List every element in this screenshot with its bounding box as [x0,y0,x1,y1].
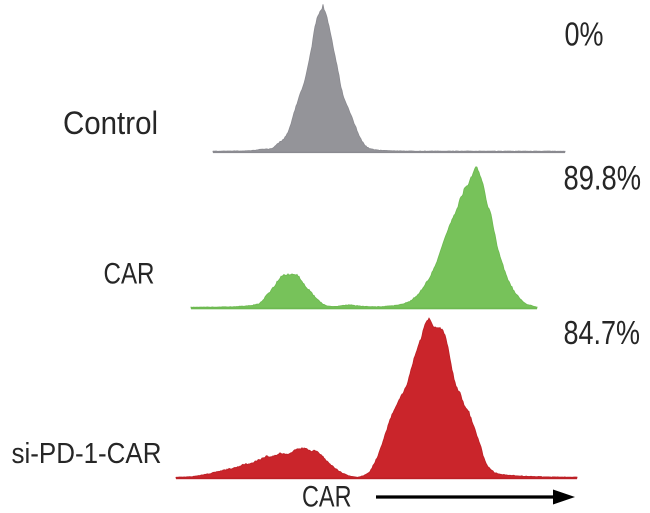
svg-text:CAR: CAR [302,480,352,513]
svg-text:Control: Control [63,105,158,141]
svg-text:89.8%: 89.8% [564,160,642,198]
svg-text:si-PD-1-CAR: si-PD-1-CAR [12,438,162,470]
svg-text:CAR: CAR [104,258,155,291]
svg-text:84.7%: 84.7% [564,315,641,352]
svg-text:0%: 0% [565,16,604,53]
